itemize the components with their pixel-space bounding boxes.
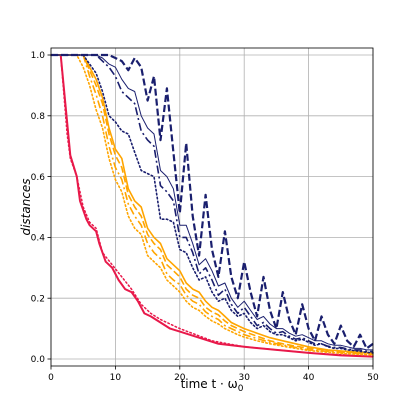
y-axis-label: distances xyxy=(19,178,33,235)
series-line-1 xyxy=(50,54,374,358)
series-line-3 xyxy=(51,54,374,355)
series-line-9 xyxy=(50,54,374,354)
y-tick-label: 0.8 xyxy=(31,112,46,122)
x-tick-label: 50 xyxy=(367,373,379,383)
x-tick-label: 30 xyxy=(238,373,250,383)
series-line-4 xyxy=(51,54,374,356)
x-axis-label: time t · ω0 xyxy=(181,377,244,394)
x-tick-label: 0 xyxy=(48,373,54,383)
series-line-2 xyxy=(51,54,374,354)
x-tick-label: 40 xyxy=(303,373,315,383)
plot-frame xyxy=(50,47,374,367)
series-line-6 xyxy=(51,53,374,350)
y-tick-label: 1.0 xyxy=(31,51,46,61)
series-lines xyxy=(50,53,374,358)
x-axis-label-subscript: 0 xyxy=(238,384,244,394)
series-line-7 xyxy=(51,54,373,351)
y-tick-label: 0.2 xyxy=(31,294,45,304)
series-line-5 xyxy=(50,54,374,356)
y-tick-label: 0.6 xyxy=(31,173,46,183)
y-tick-label: 0.4 xyxy=(31,234,46,244)
x-tick-label: 20 xyxy=(174,373,186,383)
y-tick-label: 0.0 xyxy=(31,355,46,365)
x-tick-label: 10 xyxy=(110,373,122,383)
axis-ticks: 0 10 20 30 40 50 0.0 0.2 0.4 0.6 0.8 1.0 xyxy=(31,51,379,383)
series-line-0 xyxy=(51,54,374,358)
